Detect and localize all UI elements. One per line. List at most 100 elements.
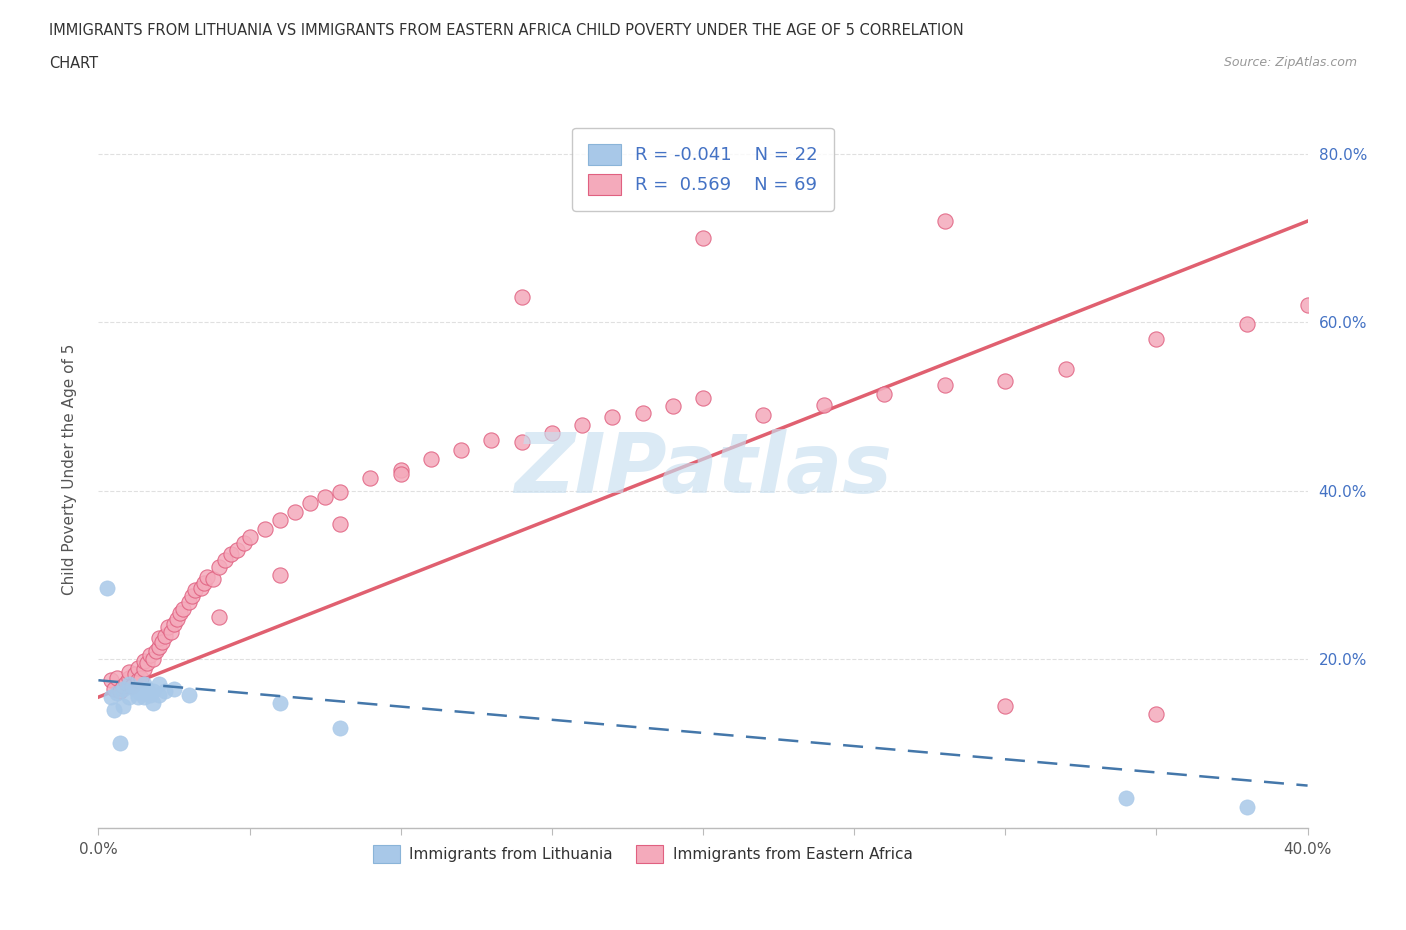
Point [142,684,165,698]
Point [329,517,352,532]
Point [184,583,207,598]
Legend: Immigrants from Lithuania, Immigrants from Eastern Africa: Immigrants from Lithuania, Immigrants fr… [366,837,920,870]
Point [160,625,183,640]
Point [202,572,225,587]
Text: CHART: CHART [49,56,98,71]
Point [1296,298,1319,312]
Point [142,652,165,667]
Point [153,684,176,698]
Point [1115,790,1137,805]
Point [124,667,146,682]
Point [329,721,352,736]
Point [692,231,714,246]
Point [813,397,835,412]
Point [135,656,157,671]
Point [253,521,276,536]
Point [389,467,412,482]
Point [631,405,654,420]
Point [108,684,131,698]
Point [1054,361,1077,376]
Point [179,594,201,609]
Point [540,426,562,441]
Point [314,490,336,505]
Point [150,635,173,650]
Point [100,690,122,705]
Point [284,504,307,519]
Point [269,512,291,527]
Point [195,569,218,584]
Point [118,671,141,685]
Point [132,654,155,669]
Point [105,671,128,685]
Point [329,485,352,499]
Point [114,675,136,690]
Point [269,696,291,711]
Point [139,687,162,702]
Point [221,547,243,562]
Point [1144,707,1167,722]
Text: ZIPatlas: ZIPatlas [515,429,891,511]
Point [510,434,533,449]
Point [135,682,157,697]
Point [100,672,122,687]
Point [1236,316,1258,331]
Point [163,617,186,631]
Point [169,605,191,620]
Point [118,664,141,679]
Point [111,698,134,713]
Point [1144,332,1167,347]
Point [450,443,472,458]
Point [132,690,155,705]
Point [145,644,167,658]
Point [129,685,152,700]
Point [208,610,231,625]
Point [139,647,162,662]
Point [118,690,141,705]
Point [232,536,254,551]
Point [226,542,249,557]
Point [994,374,1017,389]
Point [127,672,149,687]
Point [105,685,128,700]
Point [96,580,118,595]
Point [752,407,775,422]
Point [510,289,533,304]
Point [103,682,125,697]
Point [571,418,593,432]
Point [692,391,714,405]
Point [269,567,291,582]
Point [129,671,152,685]
Point [127,660,149,675]
Point [166,611,188,626]
Point [118,677,141,692]
Point [420,451,443,466]
Point [148,677,170,692]
Point [103,702,125,717]
Text: Source: ZipAtlas.com: Source: ZipAtlas.com [1223,56,1357,69]
Point [181,589,204,604]
Point [299,496,322,511]
Point [208,559,231,574]
Point [111,682,134,697]
Point [127,690,149,705]
Point [148,639,170,654]
Point [156,619,179,634]
Point [124,682,146,697]
Point [148,631,170,645]
Point [132,677,155,692]
Point [873,386,896,401]
Point [148,687,170,702]
Point [121,679,143,694]
Text: IMMIGRANTS FROM LITHUANIA VS IMMIGRANTS FROM EASTERN AFRICA CHILD POVERTY UNDER : IMMIGRANTS FROM LITHUANIA VS IMMIGRANTS … [49,23,965,38]
Point [389,462,412,477]
Point [994,698,1017,713]
Point [214,552,236,567]
Point [153,628,176,643]
Point [179,687,201,702]
Point [190,580,212,595]
Point [193,576,215,591]
Point [934,378,956,392]
Point [132,662,155,677]
Point [360,471,382,485]
Point [602,409,624,424]
